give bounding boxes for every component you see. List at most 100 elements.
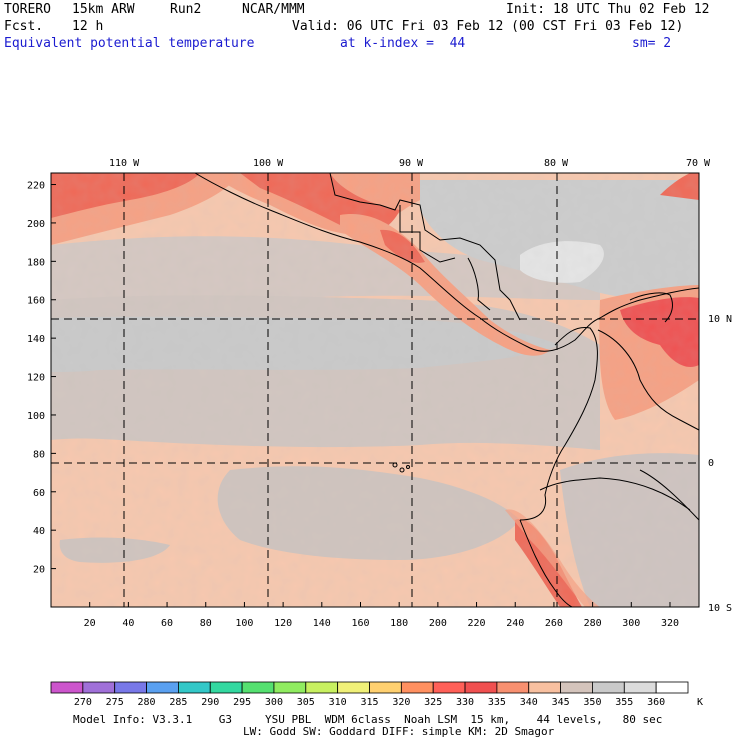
colorbar-swatch — [241, 681, 275, 694]
tick-marks — [51, 184, 671, 607]
colorbar-swatch — [560, 681, 593, 694]
colorbar-swatch — [305, 681, 339, 694]
x-tick-label: 60 — [161, 618, 173, 629]
colorbar-label: 310 — [329, 697, 347, 708]
x-tick-label: 180 — [390, 618, 408, 629]
border-colombia-venezuela — [597, 329, 699, 431]
run-label: Run2 — [170, 2, 202, 17]
colorbar-label: 320 — [392, 697, 410, 708]
colorbar-label: 340 — [520, 697, 538, 708]
graticule — [51, 173, 699, 607]
colorbar-label: 300 — [265, 697, 283, 708]
x-tick-label: 40 — [122, 618, 134, 629]
galapagos-3 — [406, 465, 410, 469]
x-tick-label: 80 — [200, 618, 212, 629]
x-tick-label: 280 — [584, 618, 602, 629]
colorbar-label: 350 — [583, 697, 601, 708]
colorbar-label: 275 — [106, 697, 124, 708]
y-tick-label: 20 — [33, 565, 45, 576]
level-index: at k-index = 44 — [340, 36, 466, 51]
galapagos-2 — [399, 467, 405, 473]
x-tick-label: 320 — [661, 618, 679, 629]
colorbar-label: 280 — [138, 697, 156, 708]
field-shading — [51, 173, 699, 607]
border-ecuador-peru — [539, 477, 691, 511]
field-name: Equivalent potential temperature — [4, 36, 255, 51]
x-tick-label: 220 — [468, 618, 486, 629]
peru-coast — [519, 519, 573, 607]
y-tick-label: 40 — [33, 526, 45, 537]
init-time: Init: 18 UTC Thu 02 Feb 12 — [506, 2, 710, 17]
x-tick-label: 300 — [622, 618, 640, 629]
y-tick-label: 100 — [27, 411, 45, 422]
y-tick-label: 160 — [27, 296, 45, 307]
colorbar-swatch — [146, 681, 179, 694]
colorbar-swatch — [209, 681, 243, 694]
y-tick-label: 140 — [27, 334, 45, 345]
lon-label-100w: 100 W — [253, 158, 284, 169]
colorbar-label: 360 — [647, 697, 665, 708]
model-name: TORERO — [4, 2, 51, 17]
plot-frame — [50, 172, 700, 608]
smoothing: sm= 2 — [632, 36, 672, 51]
colorbar-label: 325 — [424, 697, 442, 708]
colorbar-label: 335 — [488, 697, 506, 708]
colorbar-swatch — [50, 681, 84, 694]
border-guatemala — [399, 205, 456, 263]
coastlines — [194, 173, 699, 607]
lat-label-0: 0 — [708, 458, 714, 469]
venezuela-coast — [629, 292, 673, 323]
colorbar-label: 295 — [233, 697, 251, 708]
colorbar-swatch — [400, 681, 434, 694]
forecast-hours: 12 h — [72, 19, 104, 34]
model-resolution: 15km ARW — [72, 2, 135, 17]
lon-label-110w: 110 W — [109, 158, 140, 169]
colorbar-label: 345 — [552, 697, 570, 708]
lon-label-80w: 80 W — [544, 158, 569, 169]
colorbar-label: 355 — [615, 697, 633, 708]
x-tick-label: 260 — [545, 618, 563, 629]
colorbar-swatch — [655, 681, 689, 694]
colorbar-label: 290 — [201, 697, 219, 708]
colorbar-label: 285 — [169, 697, 187, 708]
colorbar-swatch — [528, 681, 562, 694]
colorbar-swatch — [273, 681, 307, 694]
colorbar: 270 275 280 285 290 295 300 305 310 315 320 325 330 3… — [50, 681, 689, 708]
x-tick-label: 160 — [351, 618, 369, 629]
colorbar-swatch — [369, 681, 402, 694]
x-tick-label: 140 — [313, 618, 331, 629]
x-tick-label: 200 — [429, 618, 447, 629]
caribbean-coast — [329, 173, 521, 321]
x-tick-label: 120 — [274, 618, 292, 629]
x-tick-label: 240 — [506, 618, 524, 629]
colorbar-swatch — [432, 681, 466, 694]
x-tick-label: 100 — [235, 618, 253, 629]
colorbar-label: 305 — [297, 697, 315, 708]
y-axis-labels: 220 200 180 160 140 120 100 80 60 40 20 — [27, 181, 45, 576]
valid-time: Valid: 06 UTC Fri 03 Feb 12 (00 CST Fri … — [292, 19, 684, 34]
colorbar-swatch — [496, 681, 530, 694]
border-nicaragua — [467, 257, 491, 311]
organization: NCAR/MMM — [242, 2, 305, 17]
colorbar-swatch — [114, 681, 147, 694]
y-tick-label: 80 — [33, 449, 45, 460]
colorbar-swatch — [464, 681, 498, 694]
colorbar-swatch — [592, 681, 625, 694]
colorbar-swatch — [623, 681, 657, 694]
y-tick-label: 180 — [27, 257, 45, 268]
lon-label-90w: 90 W — [399, 158, 424, 169]
colorbar-label: 270 — [74, 697, 92, 708]
colorbar-label: 315 — [360, 697, 378, 708]
colombia-ecuador-coast — [519, 326, 598, 521]
lat-label-10s: 10 S — [708, 603, 732, 614]
border-peru-brazil — [639, 469, 699, 521]
pacific-coast-central-america — [194, 173, 699, 352]
colorbar-swatch — [337, 681, 370, 694]
y-tick-label: 220 — [27, 181, 45, 192]
y-tick-label: 60 — [33, 488, 45, 499]
colorbar-swatch — [82, 681, 116, 694]
texture-overlay — [51, 173, 699, 607]
x-axis-labels: 20 40 60 80 100 120 140 160 180 200 220 240 260 280 30… — [84, 618, 679, 629]
y-tick-label: 120 — [27, 373, 45, 384]
